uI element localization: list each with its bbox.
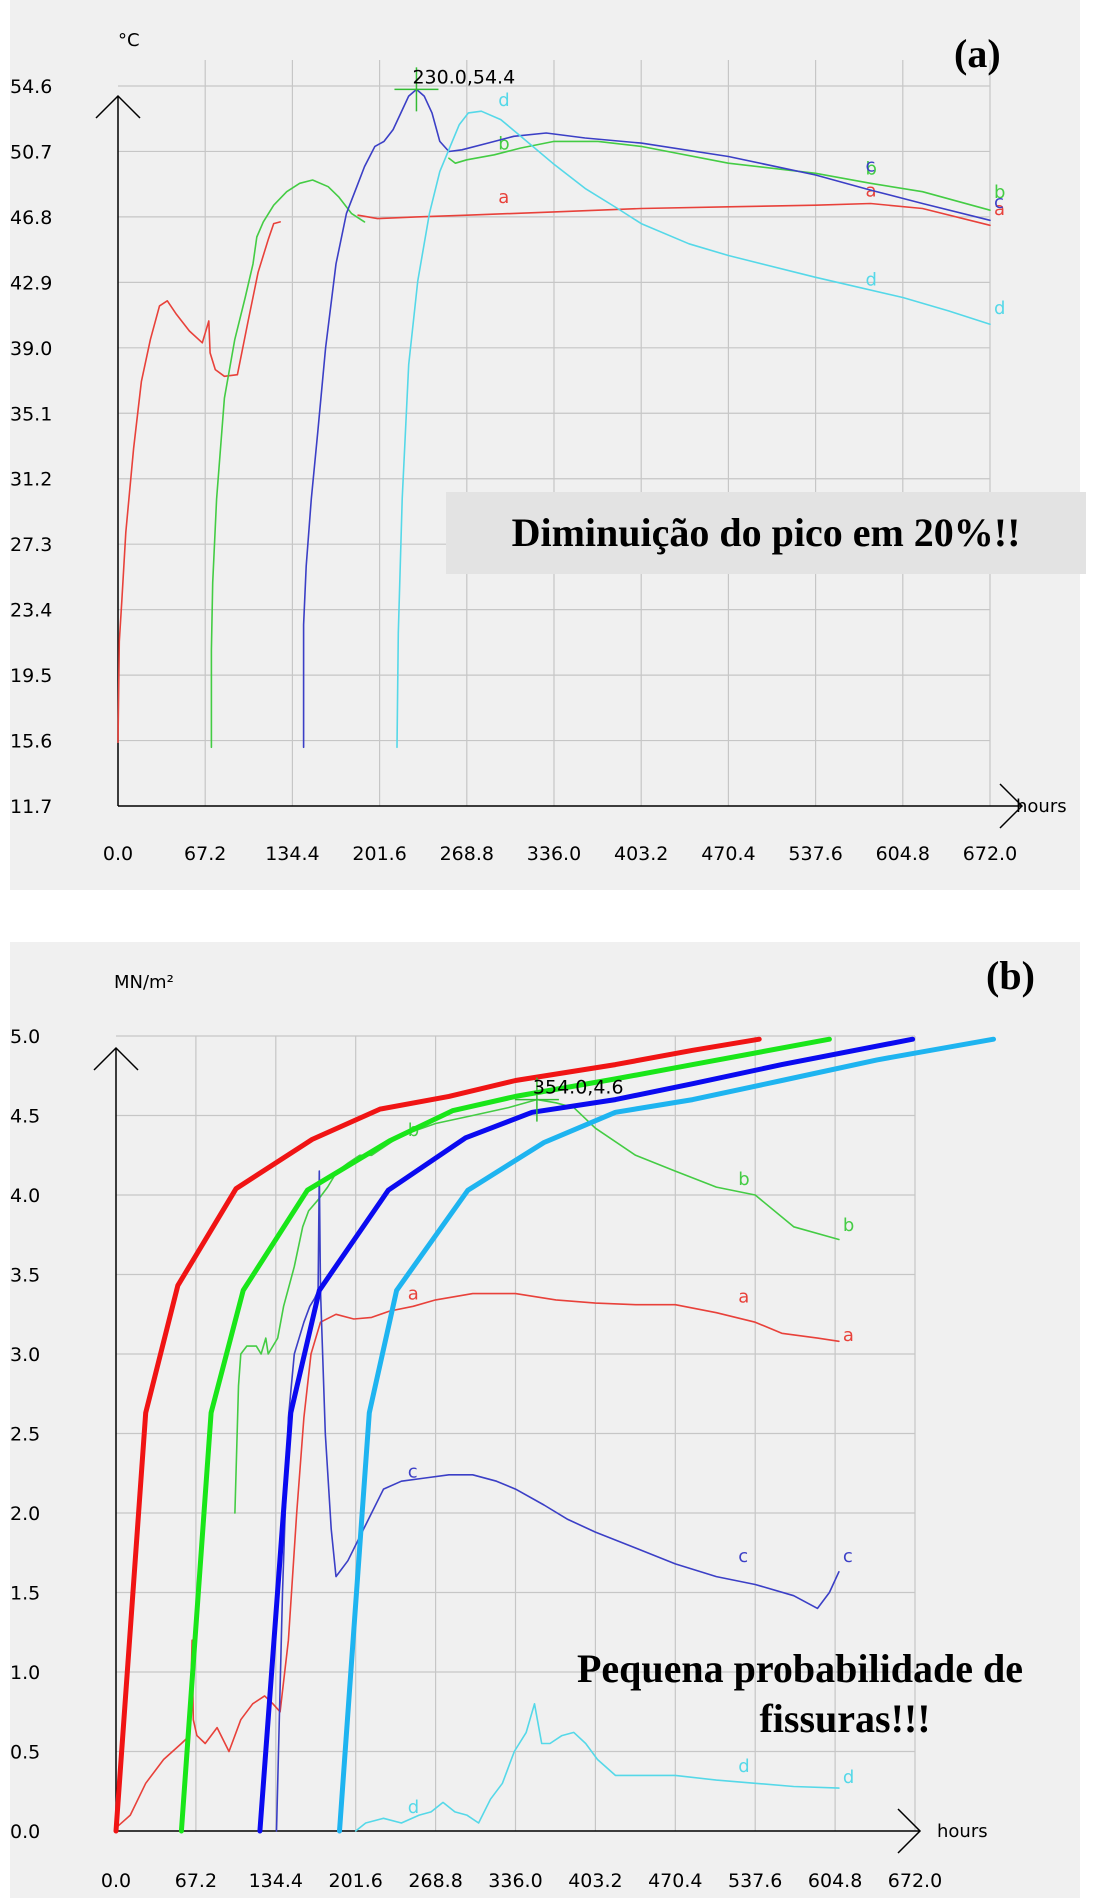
chart-a-x-tick-label: 268.8 — [440, 843, 494, 865]
chart-a-y-tick-label: 19.5 — [10, 665, 52, 687]
chart-a-series-a-line — [357, 202, 991, 227]
chart-a-series-b-label: b — [498, 133, 509, 154]
chart-a-x-axis-arrow — [999, 783, 1024, 829]
chart-b-x-tick-label: 201.6 — [328, 1870, 382, 1892]
chart-b-x-tick-label: 336.0 — [488, 1870, 542, 1892]
chart-a-y-tick-label: 50.7 — [10, 141, 52, 163]
crack-annotation-line-1: Pequena probabilidade de — [576, 1646, 1024, 1691]
chart-a-y-tick-label: 39.0 — [10, 338, 52, 360]
chart-a-x-tick-label: 604.8 — [876, 843, 930, 865]
chart-a-x-tick-label: 201.6 — [352, 843, 406, 865]
crack-probability-annotation: Pequena probabilidade de fissuras!!! — [520, 1644, 1080, 1744]
chart-a-y-tick-label: 15.6 — [10, 731, 52, 753]
chart-b-series-c-label: c — [843, 1546, 853, 1567]
chart-b-y-tick-label: 0.5 — [10, 1742, 40, 1764]
chart-panel-b: 5.0 4.5 4.0 3.5 3.0 2.5 2.0 1.5 1.0 0.5 0.0 0.0 67.2… — [10, 942, 1080, 1898]
chart-b-series-a-label: a — [738, 1287, 749, 1308]
chart-b-peak-label: 354.0,4.6 — [533, 1077, 624, 1099]
chart-b-y-tick-label: 1.5 — [10, 1583, 40, 1605]
chart-b-y-tick-label: 4.5 — [10, 1106, 40, 1128]
chart-a-y-tick-label: 46.8 — [10, 207, 52, 229]
chart-a-x-tick-label: 336.0 — [527, 843, 581, 865]
chart-b-series-d-label: d — [738, 1756, 749, 1777]
chart-b-series-c-line — [275, 1170, 840, 1832]
chart-b-x-tick-label: 268.8 — [408, 1870, 462, 1892]
chart-a-series-a-label: a — [994, 199, 1005, 220]
chart-b-x-axis-arrow — [897, 1808, 922, 1854]
chart-b-series-c-label: c — [408, 1462, 418, 1483]
chart-b-reference-curve-4 — [113, 1036, 762, 1834]
chart-a-y-tick-label: 31.2 — [10, 469, 52, 491]
chart-a-y-axis-arrow — [95, 94, 141, 119]
chart-b-series-b-label: b — [738, 1169, 749, 1190]
chart-panel-a: 54.6 50.7 46.8 42.9 39.0 35.1 31.2 27.3 23.4 19.5… — [10, 0, 1086, 890]
chart-b-y-tick-label: 5.0 — [10, 1026, 40, 1048]
chart-a-series-a-line — [117, 221, 282, 744]
stress-chart: 5.0 4.5 4.0 3.5 3.0 2.5 2.0 1.5 1.0 0.5 0.0 0.0 67.2… — [10, 972, 996, 1892]
chart-b-y-tick-label: 3.0 — [10, 1344, 40, 1366]
chart-b-reference-curve-6 — [257, 1036, 916, 1834]
chart-a-series-d-label: d — [866, 269, 877, 290]
chart-b-series-d-label: d — [843, 1767, 854, 1788]
chart-b-y-tick-label: 4.0 — [10, 1185, 40, 1207]
chart-b-x-unit-label: hours — [937, 1821, 988, 1842]
panel-label-a: (a) — [954, 31, 1001, 76]
chart-a-y-tick-label: 42.9 — [10, 272, 52, 294]
chart-a-y-tick-label: 35.1 — [10, 403, 52, 425]
chart-b-series-d-line — [354, 1702, 840, 1832]
chart-b-y-tick-label: 1.0 — [10, 1662, 40, 1684]
chart-b-reference-curve-5 — [178, 1036, 832, 1834]
chart-a-y-tick-label: 54.6 — [10, 76, 52, 98]
chart-a-peak-label: 230.0,54.4 — [412, 66, 515, 88]
peak-reduction-annotation: Diminuição do pico em 20%!! — [446, 492, 1086, 574]
chart-b-y-axis-arrow — [93, 1046, 139, 1071]
chart-b-x-tick-label: 67.2 — [175, 1870, 217, 1892]
chart-b-y-unit-label: MN/m² — [114, 972, 174, 993]
chart-a-x-tick-label: 67.2 — [184, 843, 226, 865]
chart-a-series-d-label: d — [498, 90, 509, 111]
chart-a-x-unit-label: hours — [1016, 796, 1067, 817]
chart-a-series-b-line — [448, 140, 991, 211]
temperature-chart: 54.6 50.7 46.8 42.9 39.0 35.1 31.2 27.3 23.4 19.5… — [10, 30, 1067, 865]
chart-a-series-d-label: d — [994, 298, 1005, 319]
chart-a-series-b-label: b — [994, 182, 1005, 203]
chart-a-series-b-label: b — [866, 159, 877, 180]
chart-a-x-tick-label: 537.6 — [788, 843, 842, 865]
chart-b-series-c-label: c — [738, 1546, 748, 1567]
chart-a-x-tick-label: 672.0 — [963, 843, 1017, 865]
chart-a-series-d-line — [396, 110, 991, 749]
chart-b-x-tick-label: 134.4 — [249, 1870, 303, 1892]
chart-a-series-c-label: c — [994, 192, 1004, 213]
chart-a-series-b-line — [210, 179, 366, 749]
chart-a-x-tick-label: 134.4 — [265, 843, 319, 865]
chart-b-series-b-label: b — [843, 1215, 854, 1236]
chart-a-y-tick-label: 27.3 — [10, 534, 52, 556]
chart-a-x-tick-label: 403.2 — [614, 843, 668, 865]
chart-b-series-a-line — [115, 1292, 840, 1829]
chart-b-x-tick-label: 672.0 — [888, 1870, 942, 1892]
chart-b-x-tick-label: 0.0 — [101, 1870, 131, 1892]
chart-b-y-tick-label: 2.0 — [10, 1503, 40, 1525]
chart-a-y-tick-label: 11.7 — [10, 796, 52, 818]
chart-a-series-a-label: a — [498, 187, 509, 208]
chart-a-y-unit-label: °C — [118, 30, 140, 51]
chart-b-series-a-label: a — [843, 1325, 854, 1346]
chart-b-y-tick-label: 2.5 — [10, 1424, 40, 1446]
chart-b-reference-curve-7 — [337, 1036, 996, 1834]
chart-b-x-tick-label: 537.6 — [728, 1870, 782, 1892]
chart-b-x-tick-label: 403.2 — [568, 1870, 622, 1892]
chart-b-series-a-label: a — [408, 1284, 419, 1305]
chart-a-y-tick-label: 23.4 — [10, 600, 52, 622]
panel-label-b: (b) — [986, 953, 1035, 998]
chart-b-series-d-label: d — [408, 1797, 419, 1818]
chart-b-series-b-line — [234, 1098, 840, 1514]
crack-annotation-line-2: fissuras!!! — [759, 1696, 931, 1741]
chart-b-x-tick-label: 604.8 — [808, 1870, 862, 1892]
chart-a-x-tick-label: 0.0 — [103, 843, 133, 865]
chart-b-y-tick-label: 3.5 — [10, 1265, 40, 1287]
chart-a-series-c-label: c — [866, 155, 876, 176]
chart-b-x-tick-label: 470.4 — [648, 1870, 702, 1892]
chart-b-y-tick-label: 0.0 — [10, 1821, 40, 1843]
chart-a-x-tick-label: 470.4 — [701, 843, 755, 865]
